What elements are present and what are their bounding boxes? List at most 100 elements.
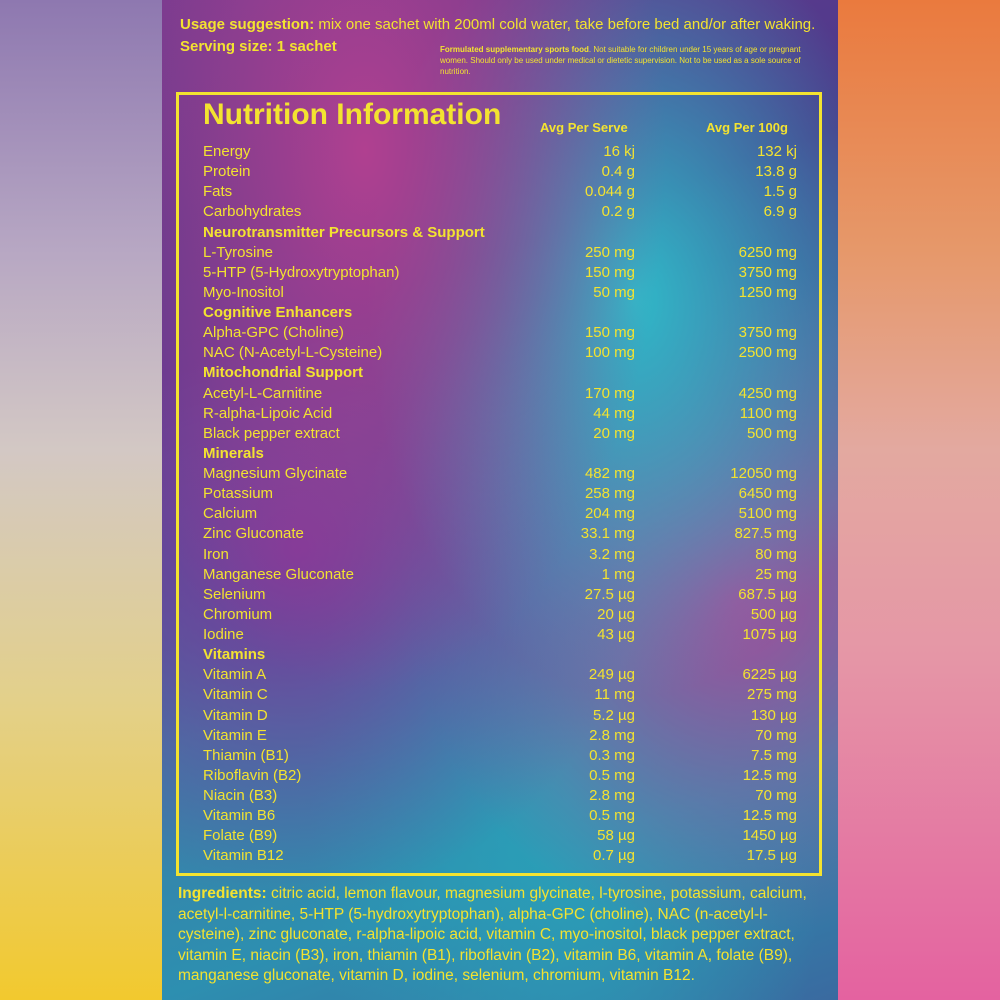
nutrient-name: Magnesium Glycinate (203, 465, 348, 482)
table-row: Myo-Inositol 50 mg 1250 mg (203, 283, 797, 303)
table-row: Carbohydrates 0.2 g 6.9 g (203, 202, 797, 222)
nutrient-name: Fats (203, 183, 233, 201)
table-row: Acetyl-L-Carnitine 170 mg 4250 mg (203, 384, 797, 404)
per-serve-value: 482 mg (584, 465, 635, 482)
nutrition-rows: Energy 16 kj 132 kj Protein 0.4 g 13.8 g Fats 0… (203, 142, 797, 867)
per-serve-value: 3.2 mg (589, 545, 635, 563)
nutrient-name: Myo-Inositol (203, 283, 284, 301)
nutrient-name: Energy (203, 143, 251, 160)
warning-bold: Formulated supplementary sports food (440, 45, 589, 54)
per-100g-value: 827.5 mg (734, 525, 797, 543)
per-100g-value: 132 kj (756, 143, 797, 160)
nutrient-name: Zinc Gluconate (203, 525, 304, 543)
per-100g-value: 4250 mg (738, 384, 797, 402)
per-100g-value: 1450 µg (742, 827, 797, 845)
per-100g-value: 12050 mg (730, 465, 797, 482)
per-100g-value: 80 mg (755, 545, 797, 563)
nutrient-name: Vitamin C (203, 686, 268, 704)
per-serve-value: 5.2 µg (592, 706, 635, 724)
table-row: Iodine 43 µg 1075 µg (203, 625, 797, 645)
column-header-serve: Avg Per Serve (540, 120, 628, 135)
table-row: Calcium 204 mg 5100 mg (203, 504, 797, 524)
per-100g-value: 1250 mg (738, 283, 797, 301)
table-row: Vitamin A 249 µg 6225 µg (203, 665, 797, 685)
per-serve-value: 249 µg (588, 666, 635, 684)
background-right (838, 0, 1000, 1000)
nutrient-name: Black pepper extract (203, 424, 340, 442)
ingredients-text: citric acid, lemon flavour, magnesium gl… (178, 885, 807, 984)
per-100g-value: 130 µg (750, 706, 797, 724)
table-row: Riboflavin (B2) 0.5 mg 12.5 mg (203, 766, 797, 786)
per-serve-value: 0.4 g (601, 163, 635, 181)
per-100g-value: 500 mg (746, 424, 797, 442)
table-row: Magnesium Glycinate 482 mg 12050 mg (203, 464, 797, 484)
per-100g-value: 1.5 g (763, 183, 797, 201)
nutrient-name: Iron (203, 545, 229, 563)
per-100g-value: 13.8 g (755, 163, 797, 181)
per-100g-value: 275 mg (746, 686, 797, 704)
per-serve-value: 170 mg (584, 384, 635, 402)
per-100g-value: 6.9 g (763, 203, 797, 221)
table-row: Protein 0.4 g 13.8 g (203, 162, 797, 182)
per-serve-value: 0.5 mg (589, 766, 635, 784)
table-row: Manganese Gluconate 1 mg 25 mg (203, 565, 797, 585)
nutrient-name: Protein (203, 163, 251, 181)
per-serve-value: 43 µg (597, 626, 635, 643)
nutrient-name: Minerals (203, 444, 264, 462)
ingredients-label: Ingredients: (178, 885, 267, 902)
per-serve-value: 16 kj (603, 143, 635, 160)
per-100g-value: 687.5 µg (738, 585, 797, 603)
section-header: Cognitive Enhancers (203, 303, 797, 323)
serving-size: Serving size: 1 sachet (180, 38, 337, 55)
nutrient-name: Manganese Gluconate (203, 565, 354, 583)
nutrient-name: Mitochondrial Support (203, 364, 363, 382)
usage-suggestion: Usage suggestion: mix one sachet with 20… (180, 14, 830, 58)
nutrient-name: Vitamin E (203, 726, 267, 744)
per-100g-value: 1075 µg (742, 626, 797, 643)
per-serve-value: 11 mg (594, 686, 635, 704)
background-left (0, 0, 162, 1000)
per-100g-value: 17.5 µg (746, 847, 797, 865)
per-100g-value: 3750 mg (738, 263, 797, 281)
table-row: Selenium 27.5 µg 687.5 µg (203, 585, 797, 605)
per-serve-value: 150 mg (584, 324, 635, 342)
table-row: 5-HTP (5-Hydroxytryptophan) 150 mg 3750 mg (203, 263, 797, 283)
per-serve-value: 2.8 mg (589, 726, 635, 744)
nutrient-name: Thiamin (B1) (203, 746, 289, 764)
per-100g-value: 12.5 mg (742, 766, 797, 784)
per-100g-value: 25 mg (755, 565, 797, 583)
nutrient-name: Vitamin D (203, 706, 268, 724)
per-serve-value: 100 mg (584, 344, 635, 362)
usage-label: Usage suggestion: (180, 16, 315, 33)
per-100g-value: 6225 µg (742, 666, 797, 684)
table-row: Vitamin B6 0.5 mg 12.5 mg (203, 806, 797, 826)
nutrient-name: L-Tyrosine (203, 243, 274, 261)
table-row: Iron 3.2 mg 80 mg (203, 545, 797, 565)
table-row: R-alpha-Lipoic Acid 44 mg 1100 mg (203, 404, 797, 424)
per-serve-value: 258 mg (584, 485, 635, 503)
table-row: Fats 0.044 g 1.5 g (203, 182, 797, 202)
nutrient-name: Vitamins (203, 646, 266, 664)
nutrient-name: Chromium (203, 605, 273, 623)
nutrient-name: R-alpha-Lipoic Acid (203, 404, 333, 422)
column-header-100g: Avg Per 100g (706, 120, 788, 135)
per-serve-value: 20 µg (597, 605, 635, 623)
per-serve-value: 0.2 g (601, 203, 635, 221)
nutrient-name: Acetyl-L-Carnitine (203, 384, 323, 402)
table-row: Folate (B9) 58 µg 1450 µg (203, 826, 797, 846)
table-row: Vitamin E 2.8 mg 70 mg (203, 726, 797, 746)
per-100g-value: 3750 mg (738, 324, 797, 342)
per-serve-value: 0.5 mg (589, 807, 635, 825)
per-serve-value: 0.3 mg (589, 746, 635, 764)
nutrient-name: Folate (B9) (203, 827, 278, 845)
nutrient-name: Riboflavin (B2) (203, 766, 302, 784)
per-100g-value: 12.5 mg (742, 807, 797, 825)
ingredients: Ingredients: citric acid, lemon flavour,… (178, 884, 828, 987)
nutrient-name: Vitamin B6 (203, 807, 276, 825)
nutrient-name: Cognitive Enhancers (203, 304, 353, 321)
section-header: Vitamins (203, 645, 797, 665)
per-serve-value: 0.044 g (584, 183, 635, 201)
nutrient-name: Niacin (B3) (203, 787, 278, 804)
table-row: Zinc Gluconate 33.1 mg 827.5 mg (203, 524, 797, 544)
per-100g-value: 1100 mg (739, 404, 797, 422)
